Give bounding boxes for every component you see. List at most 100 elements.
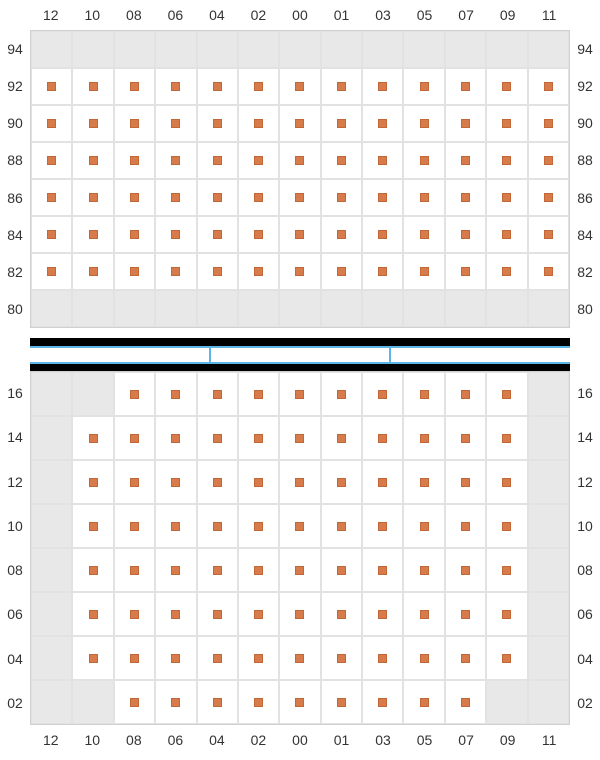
- seat-cell[interactable]: [403, 592, 444, 636]
- seat-cell[interactable]: [155, 105, 196, 142]
- seat-cell[interactable]: [31, 68, 72, 105]
- seat-cell[interactable]: [72, 636, 113, 680]
- seat-cell[interactable]: [403, 253, 444, 290]
- seat-cell[interactable]: [321, 416, 362, 460]
- seat-cell[interactable]: [362, 416, 403, 460]
- seat-cell[interactable]: [321, 548, 362, 592]
- seat-cell[interactable]: [445, 504, 486, 548]
- seat-cell[interactable]: [155, 636, 196, 680]
- seat-cell[interactable]: [279, 68, 320, 105]
- seat-cell[interactable]: [445, 416, 486, 460]
- seat-cell[interactable]: [486, 504, 527, 548]
- seat-cell[interactable]: [238, 142, 279, 179]
- seat-cell[interactable]: [321, 372, 362, 416]
- seat-cell[interactable]: [321, 636, 362, 680]
- seat-cell[interactable]: [445, 680, 486, 724]
- seat-cell[interactable]: [321, 504, 362, 548]
- seat-cell[interactable]: [321, 680, 362, 724]
- seat-cell[interactable]: [362, 504, 403, 548]
- seat-cell[interactable]: [403, 548, 444, 592]
- seat-cell[interactable]: [528, 253, 569, 290]
- seat-cell[interactable]: [403, 416, 444, 460]
- seat-cell[interactable]: [445, 548, 486, 592]
- seat-cell[interactable]: [486, 105, 527, 142]
- seat-cell[interactable]: [362, 460, 403, 504]
- seat-cell[interactable]: [321, 105, 362, 142]
- seat-cell[interactable]: [238, 460, 279, 504]
- seat-cell[interactable]: [197, 216, 238, 253]
- seat-cell[interactable]: [197, 460, 238, 504]
- seat-cell[interactable]: [114, 416, 155, 460]
- seat-cell[interactable]: [445, 636, 486, 680]
- seat-cell[interactable]: [197, 142, 238, 179]
- seat-cell[interactable]: [197, 253, 238, 290]
- seat-cell[interactable]: [197, 592, 238, 636]
- seat-cell[interactable]: [445, 460, 486, 504]
- seat-cell[interactable]: [486, 636, 527, 680]
- seat-cell[interactable]: [238, 68, 279, 105]
- seat-cell[interactable]: [197, 636, 238, 680]
- seat-cell[interactable]: [321, 179, 362, 216]
- seat-cell[interactable]: [72, 460, 113, 504]
- seat-cell[interactable]: [486, 216, 527, 253]
- seat-cell[interactable]: [279, 372, 320, 416]
- seat-cell[interactable]: [279, 636, 320, 680]
- seat-cell[interactable]: [114, 105, 155, 142]
- seat-cell[interactable]: [155, 216, 196, 253]
- seat-cell[interactable]: [403, 636, 444, 680]
- seat-cell[interactable]: [114, 179, 155, 216]
- seat-cell[interactable]: [72, 548, 113, 592]
- seat-cell[interactable]: [72, 416, 113, 460]
- seat-cell[interactable]: [114, 548, 155, 592]
- seat-cell[interactable]: [362, 636, 403, 680]
- seat-cell[interactable]: [197, 548, 238, 592]
- seat-cell[interactable]: [72, 592, 113, 636]
- seat-cell[interactable]: [362, 179, 403, 216]
- seat-cell[interactable]: [155, 592, 196, 636]
- seat-cell[interactable]: [72, 142, 113, 179]
- seat-cell[interactable]: [197, 105, 238, 142]
- seat-cell[interactable]: [238, 372, 279, 416]
- seat-cell[interactable]: [72, 504, 113, 548]
- seat-cell[interactable]: [528, 142, 569, 179]
- seat-cell[interactable]: [31, 142, 72, 179]
- seat-cell[interactable]: [445, 179, 486, 216]
- seat-cell[interactable]: [362, 68, 403, 105]
- seat-cell[interactable]: [155, 548, 196, 592]
- seat-cell[interactable]: [155, 680, 196, 724]
- seat-cell[interactable]: [279, 253, 320, 290]
- seat-cell[interactable]: [486, 179, 527, 216]
- seat-cell[interactable]: [321, 68, 362, 105]
- seat-cell[interactable]: [114, 636, 155, 680]
- seat-cell[interactable]: [279, 142, 320, 179]
- seat-cell[interactable]: [403, 216, 444, 253]
- seat-cell[interactable]: [403, 105, 444, 142]
- seat-cell[interactable]: [445, 68, 486, 105]
- seat-cell[interactable]: [238, 548, 279, 592]
- seat-cell[interactable]: [486, 460, 527, 504]
- seat-cell[interactable]: [321, 592, 362, 636]
- seat-cell[interactable]: [445, 216, 486, 253]
- seat-cell[interactable]: [155, 68, 196, 105]
- seat-cell[interactable]: [528, 68, 569, 105]
- seat-cell[interactable]: [114, 142, 155, 179]
- seat-cell[interactable]: [31, 253, 72, 290]
- seat-cell[interactable]: [72, 253, 113, 290]
- seat-cell[interactable]: [321, 142, 362, 179]
- seat-cell[interactable]: [238, 105, 279, 142]
- seat-cell[interactable]: [362, 592, 403, 636]
- seat-cell[interactable]: [321, 460, 362, 504]
- seat-cell[interactable]: [197, 179, 238, 216]
- seat-cell[interactable]: [72, 68, 113, 105]
- seat-cell[interactable]: [403, 68, 444, 105]
- seat-cell[interactable]: [114, 372, 155, 416]
- seat-cell[interactable]: [238, 216, 279, 253]
- seat-cell[interactable]: [362, 105, 403, 142]
- seat-cell[interactable]: [486, 142, 527, 179]
- seat-cell[interactable]: [403, 179, 444, 216]
- seat-cell[interactable]: [321, 216, 362, 253]
- seat-cell[interactable]: [486, 68, 527, 105]
- seat-cell[interactable]: [31, 216, 72, 253]
- seat-cell[interactable]: [31, 105, 72, 142]
- seat-cell[interactable]: [155, 372, 196, 416]
